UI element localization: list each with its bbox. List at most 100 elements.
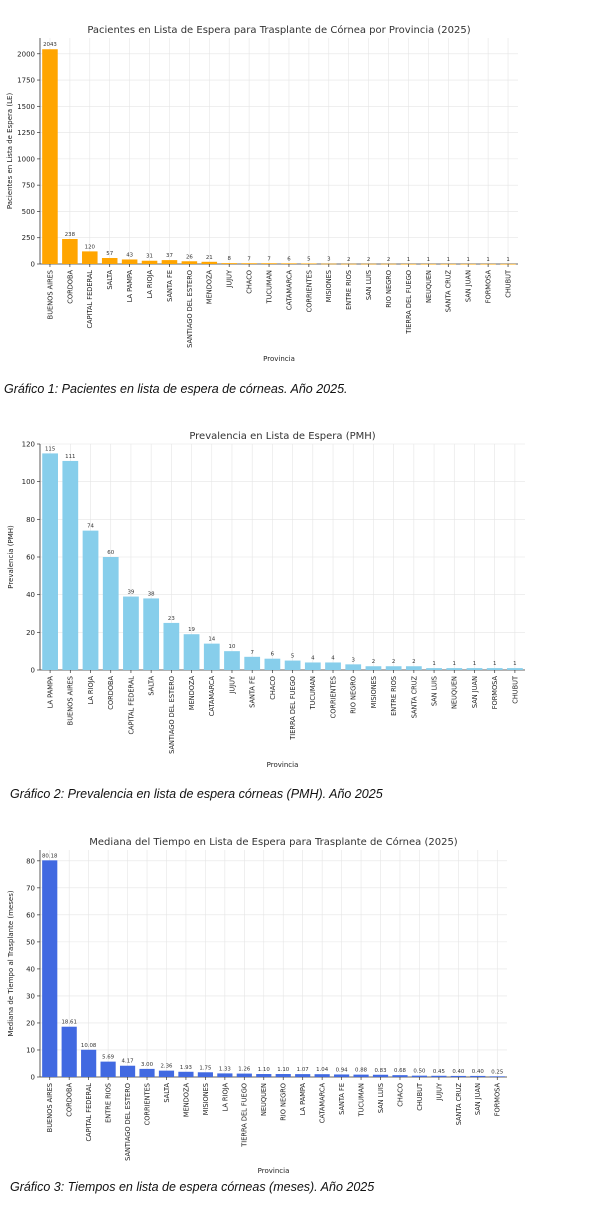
bar [121, 259, 138, 264]
x-tick-label: MENDOZA [182, 1083, 190, 1118]
bar [446, 668, 463, 670]
y-tick-label: 1750 [17, 77, 35, 85]
x-tick-label: TIERRA DEL FUEGO [405, 270, 413, 335]
data-label: 0.50 [413, 1069, 426, 1075]
data-label: 1.93 [180, 1065, 192, 1071]
x-tick-label: CATAMARCA [285, 270, 293, 311]
data-label: 57 [106, 251, 113, 257]
bar [62, 238, 78, 264]
x-tick-label: TUCUMAN [357, 1083, 365, 1117]
x-tick-label: CAPITAL FEDERAL [127, 676, 135, 735]
y-tick-label: 120 [22, 441, 35, 449]
x-tick-label: ENTRE RIOS [390, 676, 398, 716]
y-axis-label: Prevalencia (PMH) [7, 525, 15, 589]
bar [426, 668, 442, 670]
x-tick-label: SANTIAGO DEL ESTERO [168, 676, 176, 754]
bar [201, 261, 218, 264]
bar [411, 1075, 428, 1077]
bar [281, 263, 297, 264]
data-label: 39 [128, 590, 135, 596]
bar [221, 263, 237, 264]
bar [385, 666, 402, 670]
bar [82, 251, 98, 264]
x-tick-label: SANTA FE [338, 1083, 346, 1115]
bar [143, 598, 160, 670]
data-label: 6 [287, 256, 291, 262]
data-label: 38 [148, 591, 155, 597]
bar [241, 263, 257, 264]
bar [217, 1073, 233, 1077]
bar [261, 263, 277, 264]
bar [372, 1074, 389, 1077]
chart-title: Prevalencia en Lista de Espera (PMH) [189, 431, 375, 442]
bar [61, 1026, 77, 1077]
data-label: 5.69 [102, 1055, 115, 1061]
data-label: 2 [387, 257, 390, 263]
waitlist-patients-chart: 0 250 500 750 1000 1250 1500 1750 2000 2043 BUENOS… [6, 24, 518, 363]
x-tick-label: SANTA FE [166, 270, 174, 302]
data-label: 1 [432, 661, 435, 667]
data-label: 7 [247, 256, 250, 262]
bar [392, 1075, 408, 1077]
data-label: 80.18 [42, 853, 58, 859]
data-label: 19 [188, 627, 195, 633]
x-tick-label: LA PAMPA [299, 1083, 307, 1116]
bar [470, 1075, 486, 1077]
data-label: 10.08 [81, 1043, 97, 1049]
y-tick-label: 20 [26, 1019, 35, 1027]
data-label: 4 [311, 655, 315, 661]
x-axis-label: Provincia [267, 761, 299, 769]
data-label: 111 [65, 454, 75, 460]
x-tick-label: MENDOZA [206, 270, 214, 305]
x-tick-label: MISIONES [325, 270, 333, 302]
y-tick-label: 70 [26, 884, 35, 892]
data-label: 1.10 [277, 1067, 290, 1073]
bar [62, 460, 79, 670]
x-tick-label: MISIONES [202, 1083, 210, 1115]
x-tick-label: CHACO [246, 270, 254, 294]
x-tick-label: FORMOSA [485, 270, 493, 304]
x-tick-label: RIO NEGRO [280, 1083, 288, 1121]
data-label: 2 [412, 659, 415, 665]
x-tick-label: RIO NEGRO [385, 270, 393, 308]
data-label: 1 [486, 257, 489, 263]
data-label: 5 [291, 654, 294, 660]
y-tick-label: 750 [22, 182, 35, 190]
x-tick-label: BUENOS AIRES [46, 270, 54, 319]
bar [466, 668, 483, 670]
grid-lines [40, 38, 518, 265]
x-tick-label: SAN LUIS [365, 270, 373, 300]
y-tick-label: 0 [31, 1074, 35, 1082]
bar [101, 258, 118, 264]
x-tick-label: CATAMARCA [208, 676, 216, 717]
data-label: 0.45 [433, 1069, 445, 1075]
data-label: 7 [267, 256, 270, 262]
x-tick-label: JUJUY [226, 269, 234, 289]
bar [100, 1061, 116, 1077]
data-label: 1 [506, 257, 509, 263]
data-label: 238 [65, 232, 76, 238]
x-axis-label: Provincia [263, 355, 295, 363]
bar [405, 666, 422, 670]
bar [314, 1074, 330, 1077]
bar [42, 453, 58, 670]
y-tick-label: 1250 [17, 129, 35, 137]
data-label: 1 [473, 661, 476, 667]
x-tick-label: CORDOBA [66, 1083, 74, 1117]
x-tick-label: TIERRA DEL FUEGO [289, 676, 297, 741]
data-label: 10 [229, 644, 236, 650]
data-label: 3.00 [141, 1062, 154, 1068]
figure-caption-2: Gráfico 2: Prevalencia en lista de esper… [10, 787, 383, 801]
bar [163, 622, 180, 670]
data-label: 2 [372, 659, 375, 665]
data-label: 7 [250, 650, 253, 656]
bar [236, 1073, 252, 1077]
data-label: 0.83 [375, 1068, 387, 1074]
y-tick-label: 0 [31, 667, 35, 675]
y-tick-label: 250 [22, 234, 35, 242]
bar [507, 668, 523, 670]
data-label: 1 [453, 661, 456, 667]
bar [325, 662, 341, 670]
bar [123, 596, 139, 670]
y-tick-label: 0 [31, 261, 35, 269]
